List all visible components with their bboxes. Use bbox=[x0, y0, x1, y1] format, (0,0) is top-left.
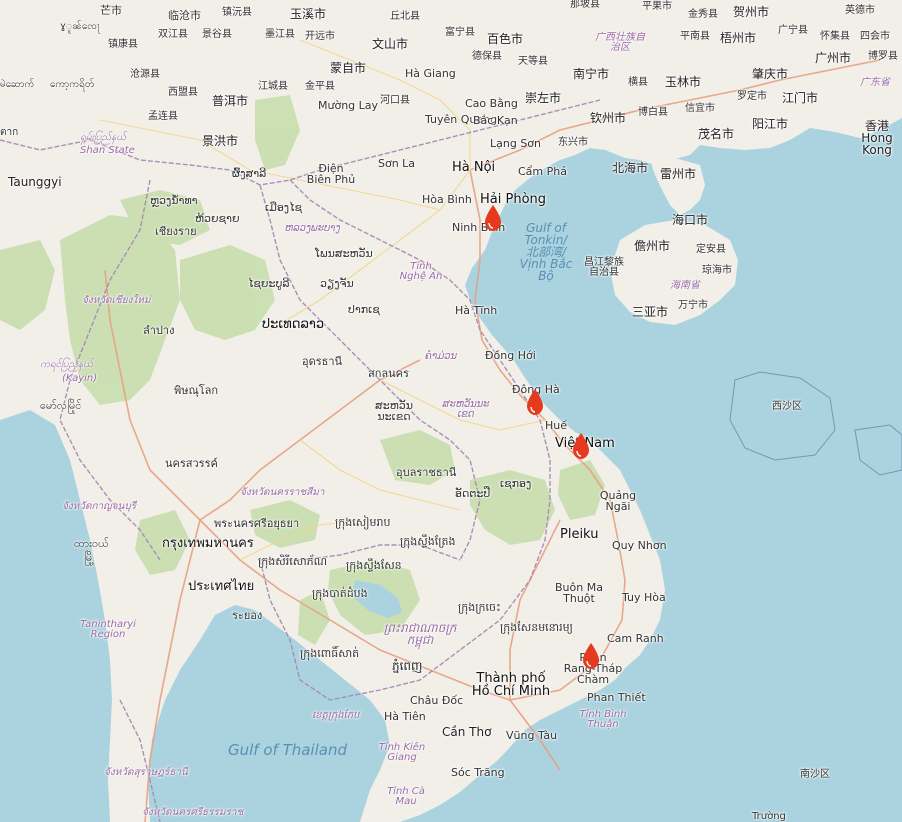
forest-patch bbox=[180, 245, 275, 340]
hainan-island bbox=[610, 220, 738, 325]
forest-patch bbox=[250, 500, 320, 548]
marker-phan-rang[interactable] bbox=[580, 642, 602, 670]
paracel-islands bbox=[729, 371, 836, 461]
forest-patch bbox=[120, 190, 210, 245]
tonle-sap-lake bbox=[352, 580, 402, 618]
gulf-of-thailand-water bbox=[148, 605, 390, 822]
andaman-sea-water bbox=[0, 410, 112, 822]
forest-patch bbox=[0, 240, 55, 330]
leizhou-peninsula bbox=[650, 158, 705, 215]
forest-patch bbox=[298, 590, 330, 645]
water-drop-icon bbox=[485, 205, 501, 231]
reef bbox=[854, 424, 902, 476]
water-drop-icon bbox=[573, 433, 589, 459]
forest-patch bbox=[470, 470, 555, 545]
forest-patch bbox=[135, 510, 190, 575]
water-drop-icon bbox=[527, 389, 543, 415]
marker-dong-ha[interactable] bbox=[524, 388, 546, 416]
gulf-of-tonkin-water bbox=[472, 200, 622, 405]
forest-patch bbox=[60, 215, 180, 405]
forest-patch bbox=[255, 95, 300, 170]
marker-viet-nam[interactable] bbox=[570, 432, 592, 460]
marker-ninh-binh[interactable] bbox=[482, 204, 504, 232]
forest-patch bbox=[380, 430, 455, 485]
water-drop-icon bbox=[583, 643, 599, 669]
